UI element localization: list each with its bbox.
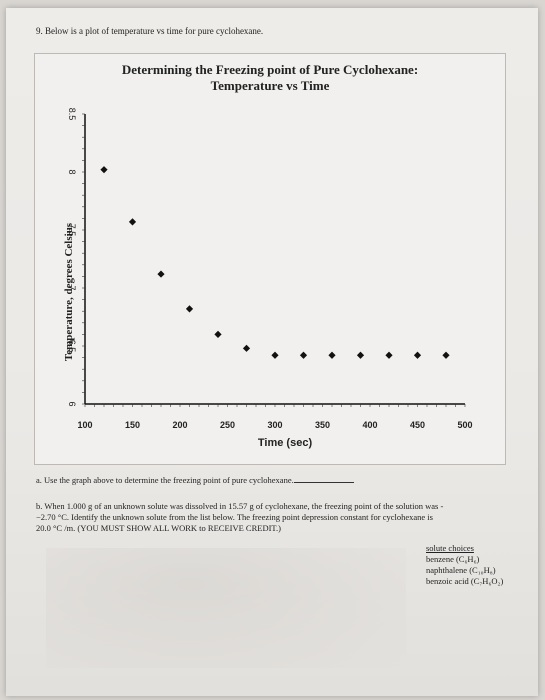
work-area <box>46 548 406 668</box>
x-tick-label: 450 <box>410 420 425 430</box>
data-point <box>385 351 393 359</box>
solute-choice-item: benzoic acid (C₇H₆O₂) <box>426 576 504 586</box>
x-tick-label: 400 <box>362 420 377 430</box>
data-point <box>100 166 108 174</box>
data-point <box>214 330 222 338</box>
x-tick-label: 350 <box>315 420 330 430</box>
data-point <box>242 344 251 352</box>
data-point <box>413 351 422 359</box>
question-part-b: b. When 1.000 g of an unknown solute was… <box>36 501 536 534</box>
data-point <box>157 270 165 278</box>
solute-choices-list: solute choices benzene (C₆H₆) naphthalen… <box>426 543 503 587</box>
data-point <box>442 351 450 359</box>
y-tick-label: 6.5 <box>67 340 77 353</box>
worksheet-page: 9. Below is a plot of temperature vs tim… <box>6 8 538 696</box>
data-point <box>185 305 194 313</box>
question-part-a: a. Use the graph above to determine the … <box>36 473 516 486</box>
answer-blank-a[interactable] <box>293 473 354 483</box>
part-b-line2: −2.70 °C. Identify the unknown solute fr… <box>36 512 433 522</box>
part-b-line1: b. When 1.000 g of an unknown solute was… <box>36 501 444 511</box>
x-tick-label: 100 <box>77 420 92 430</box>
scatter-plot: 100 150 200 250 300 350 400 450 500 6 6.5 7 7.5 8 8.5 T… <box>67 108 473 449</box>
data-point <box>356 351 365 359</box>
chart-frame: Determining the Freezing point of Pure C… <box>34 53 506 465</box>
x-tick-label: 200 <box>172 420 187 430</box>
x-tick-label: 300 <box>267 420 282 430</box>
question-header: 9. Below is a plot of temperature vs tim… <box>36 26 264 36</box>
data-point <box>271 351 279 359</box>
x-tick-label: 500 <box>457 420 472 430</box>
solute-choice-item: benzene (C₆H₆) <box>426 554 480 564</box>
part-a-text: a. Use the graph above to determine the … <box>36 475 294 485</box>
x-axis-label: Time (sec) <box>258 437 313 449</box>
y-tick-label: 6 <box>67 401 77 406</box>
y-tick-label: 8.5 <box>67 108 77 121</box>
y-tick-label: 7 <box>67 285 77 290</box>
chart-title-line2: Temperature vs Time <box>210 78 330 93</box>
data-point <box>299 351 308 359</box>
solute-choice-item: naphthalene (C₁₀H₈) <box>426 565 496 575</box>
chart-title: Determining the Freezing point of Pure C… <box>35 62 505 94</box>
x-tick-label: 150 <box>125 420 140 430</box>
y-tick-label: 8 <box>67 169 77 174</box>
solute-choices-header: solute choices <box>426 543 474 553</box>
data-point <box>128 218 137 226</box>
x-tick-label: 250 <box>220 420 235 430</box>
data-point <box>328 351 336 359</box>
part-b-line3: 20.0 °C /m. (YOU MUST SHOW ALL WORK to R… <box>36 523 281 533</box>
y-tick-label: 7.5 <box>67 224 77 237</box>
chart-title-line1: Determining the Freezing point of Pure C… <box>121 62 419 77</box>
